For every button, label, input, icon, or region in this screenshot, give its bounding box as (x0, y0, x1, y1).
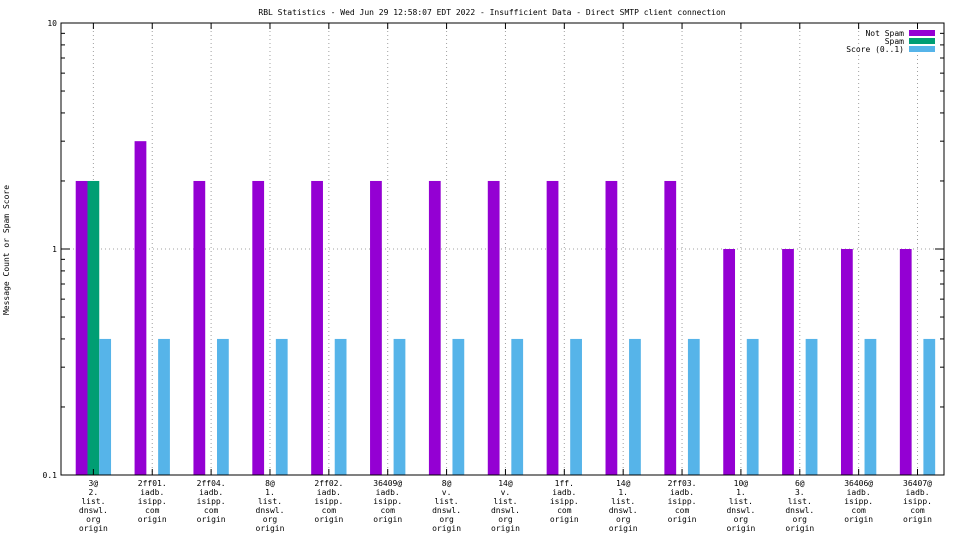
bar (99, 338, 112, 475)
bar (605, 180, 618, 475)
bar (511, 338, 524, 475)
bar (216, 338, 229, 475)
legend-swatch (909, 30, 935, 36)
x-tick-label: 14@ v. list. dnswl. org origin (491, 479, 520, 533)
bar (840, 249, 853, 475)
bar-layer (75, 141, 936, 475)
x-tick-label: 2ff01. iadb. isipp. com origin (138, 479, 167, 524)
bar (370, 180, 382, 475)
legend-label: Not Spam (865, 29, 904, 38)
y-axis-label: Message Count or Spam Score (2, 185, 11, 315)
x-tick-label: 14@ 1. list. dnswl. org origin (609, 479, 638, 533)
x-tick-label: 2ff04. iadb. isipp. com origin (197, 479, 226, 524)
bar (87, 180, 100, 475)
bar (275, 338, 288, 475)
y-tick-label: 0.1 (43, 471, 58, 480)
bar (805, 338, 818, 475)
x-tick-label: 36406@ iadb. isipp. com origin (844, 479, 873, 524)
bar (923, 338, 936, 475)
x-tick-label: 2ff02. iadb. isipp. com origin (314, 479, 343, 524)
bar (452, 338, 465, 475)
legend-label: Score (0..1) (846, 45, 904, 54)
bar (687, 338, 700, 475)
bar (782, 249, 794, 475)
bar (428, 180, 441, 475)
bar (134, 141, 147, 475)
plot-border (60, 22, 945, 476)
bar (570, 338, 582, 475)
bar (629, 338, 641, 475)
x-tick-label: 10@ 1. list. dnswl. org origin (726, 479, 755, 533)
x-tick-label: 8@ 1. list. dnswl. org origin (256, 479, 285, 533)
bar (193, 180, 206, 475)
bar (723, 249, 736, 475)
x-tick-label: 8@ v. list. dnswl. org origin (432, 479, 461, 533)
y-tick-label: 1 (52, 245, 57, 254)
bar (311, 180, 323, 475)
grid-layer (61, 23, 944, 475)
y-tick-label: 10 (47, 19, 57, 28)
legend-swatch (909, 46, 935, 52)
bar (252, 180, 265, 475)
bar (899, 249, 912, 475)
bar (158, 338, 170, 475)
bar (75, 180, 88, 475)
bar (393, 338, 406, 475)
bar (334, 338, 347, 475)
bar (546, 180, 559, 475)
bar (487, 180, 500, 475)
x-tick-label: 6@ 3. list. dnswl. org origin (785, 479, 814, 533)
legend-label: Spam (885, 37, 904, 46)
legend-swatch (909, 38, 935, 44)
x-tick-label: 3@ 2. list. dnswl. org origin (79, 479, 108, 533)
bar (864, 338, 877, 475)
x-tick-label: 1ff. iadb. isipp. com origin (550, 479, 579, 524)
x-tick-label: 2ff03. iadb. isipp. com origin (668, 479, 697, 524)
x-tick-label: 36409@ iadb. isipp. com origin (373, 479, 402, 524)
axis-layer: 10 1 0.1 3@ 2. list. dnswl. org origin 2ff01. iadb… (43, 19, 945, 533)
bar (664, 180, 677, 475)
chart-title: RBL Statistics - Wed Jun 29 12:58:07 EDT… (258, 8, 725, 17)
bar (746, 338, 759, 475)
x-tick-label: 36407@ iadb. isipp. com origin (903, 479, 932, 524)
